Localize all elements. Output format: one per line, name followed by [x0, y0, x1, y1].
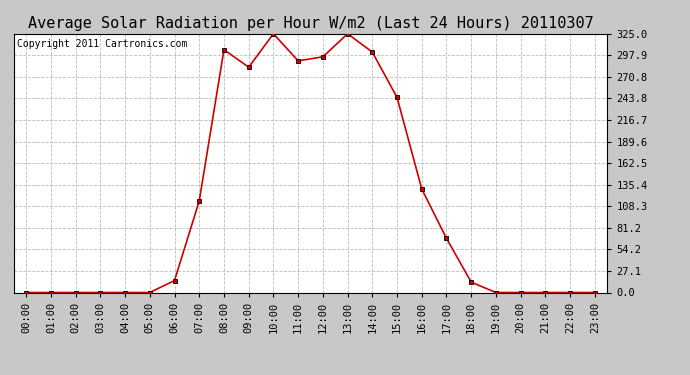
Text: Copyright 2011 Cartronics.com: Copyright 2011 Cartronics.com	[17, 39, 187, 49]
Title: Average Solar Radiation per Hour W/m2 (Last 24 Hours) 20110307: Average Solar Radiation per Hour W/m2 (L…	[28, 16, 593, 31]
